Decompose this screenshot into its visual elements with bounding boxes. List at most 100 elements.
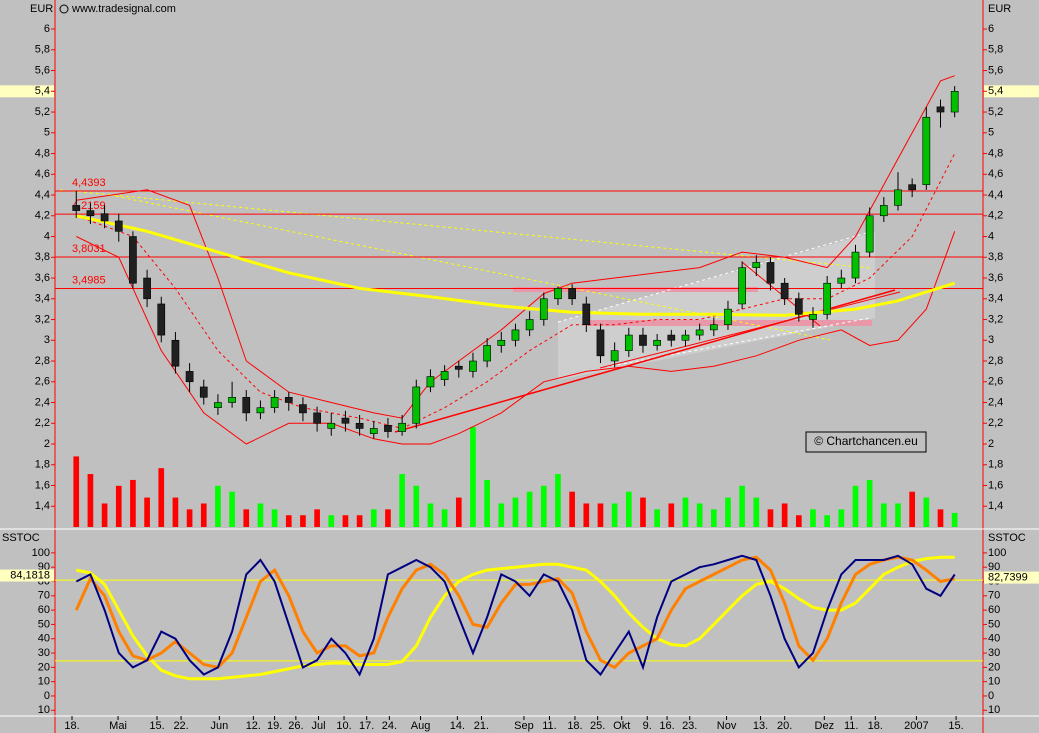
panel-title: SSTOC	[988, 532, 1026, 544]
y-tick-label: 3,8	[35, 251, 50, 263]
y-tick-label: 5,2	[988, 106, 1003, 118]
y-tick-label: 5,4	[35, 85, 50, 97]
y-tick-label: 4	[988, 230, 994, 242]
candle-body	[865, 215, 874, 253]
volume-bar	[597, 503, 604, 527]
y-tick-label: 20	[38, 661, 50, 673]
last-value-label: 84,1818	[10, 569, 50, 581]
level-label: 3,4985	[72, 274, 106, 286]
x-tick-label: 24.	[382, 720, 397, 732]
volume-bar	[810, 509, 816, 527]
y-tick-label: 0	[988, 690, 994, 702]
volume-bar	[257, 503, 264, 527]
volume-bar	[512, 497, 519, 527]
y-tick-label: 1,8	[35, 459, 50, 471]
x-tick-label: 17.	[359, 720, 374, 732]
y-tick-label: 4,4	[35, 189, 50, 201]
y-tick-label: 3,2	[988, 313, 1003, 325]
volume-bar	[739, 485, 745, 527]
candle-body	[539, 298, 548, 320]
x-tick-label: 19.	[267, 720, 282, 732]
y-tick-label: 50	[988, 618, 1000, 630]
y-tick-label: 4,8	[35, 147, 50, 159]
y-tick-label: 2	[988, 438, 994, 450]
volume-bar	[314, 509, 320, 527]
candle-body	[794, 298, 803, 315]
volume-bar	[186, 509, 193, 527]
volume-bar	[895, 503, 901, 527]
volume-bar	[73, 456, 80, 527]
candle-body	[129, 236, 137, 284]
volume-bar	[923, 497, 930, 527]
x-tick-label: 25.	[590, 720, 605, 732]
y-tick-label: 10	[988, 704, 1000, 716]
last-value-label: 82,7399	[988, 571, 1028, 583]
y-tick-label: 1,6	[35, 479, 50, 491]
y-tick-label: 100	[32, 547, 50, 559]
volume-bar	[824, 515, 830, 527]
volume-bar	[441, 509, 448, 527]
candle-body	[766, 262, 775, 284]
volume-bar	[484, 479, 490, 527]
y-tick-label: 4,4	[988, 189, 1003, 201]
y-tick-label: 3,6	[988, 272, 1003, 284]
candle-body	[440, 371, 449, 380]
candle-body	[398, 422, 406, 432]
x-tick-label: Aug	[411, 720, 431, 732]
y-tick-label: 2,4	[35, 396, 50, 408]
candle-body	[86, 210, 95, 217]
y-tick-label: 2,2	[35, 417, 50, 429]
y-tick-label: 2,8	[988, 355, 1003, 367]
candle-body	[809, 314, 817, 320]
y-tick-label: 5,4	[988, 85, 1003, 97]
candle-body	[823, 282, 831, 315]
volume-bar	[370, 509, 377, 527]
x-tick-label: Okt	[613, 720, 630, 732]
volume-bar	[668, 503, 675, 527]
x-tick-label: 9.	[643, 720, 652, 732]
stoch-line	[74, 555, 956, 670]
volume-bar	[285, 515, 292, 527]
candle-body	[313, 412, 321, 424]
candle-body	[228, 397, 236, 403]
volume-bar	[427, 503, 434, 527]
candle-body	[554, 288, 562, 300]
volume-bar	[866, 479, 873, 527]
candle-body	[653, 339, 661, 346]
candle-body	[724, 308, 732, 326]
y-tick-label: 2,6	[988, 376, 1003, 388]
candle-body	[639, 334, 647, 346]
y-tick-label: 60	[38, 604, 50, 616]
y-tick-label: 30	[38, 647, 50, 659]
y-tick-label: 4	[44, 230, 50, 242]
candle-body	[256, 407, 265, 414]
volume-bar	[795, 515, 802, 527]
y-tick-label: 3,2	[35, 313, 50, 325]
volume-bar	[342, 515, 349, 527]
candle-body	[299, 404, 307, 414]
level-label: 3,8031	[72, 243, 106, 255]
candle-body	[143, 277, 151, 300]
y-tick-label: 3	[988, 334, 994, 346]
candle-body	[426, 376, 435, 388]
candle-body	[752, 262, 761, 268]
y-tick-label: 5,6	[35, 64, 50, 76]
volume-bar	[753, 497, 760, 527]
y-tick-label: 2,2	[988, 417, 1003, 429]
x-tick-label: Jul	[311, 720, 325, 732]
candle-body	[469, 360, 477, 372]
x-tick-label: 13.	[753, 720, 768, 732]
x-tick-label: Mai	[109, 720, 127, 732]
trend-line	[599, 317, 871, 369]
y-tick-label: 3,8	[988, 251, 1003, 263]
candle-body	[511, 329, 520, 341]
y-tick-label: 2,8	[35, 355, 50, 367]
last-price-bg	[984, 85, 1039, 98]
volume-bar	[215, 485, 221, 527]
candle-body	[695, 329, 704, 336]
logo	[59, 4, 69, 14]
candle-body	[582, 303, 591, 326]
candle-body	[709, 324, 718, 331]
candle-body	[72, 205, 81, 211]
